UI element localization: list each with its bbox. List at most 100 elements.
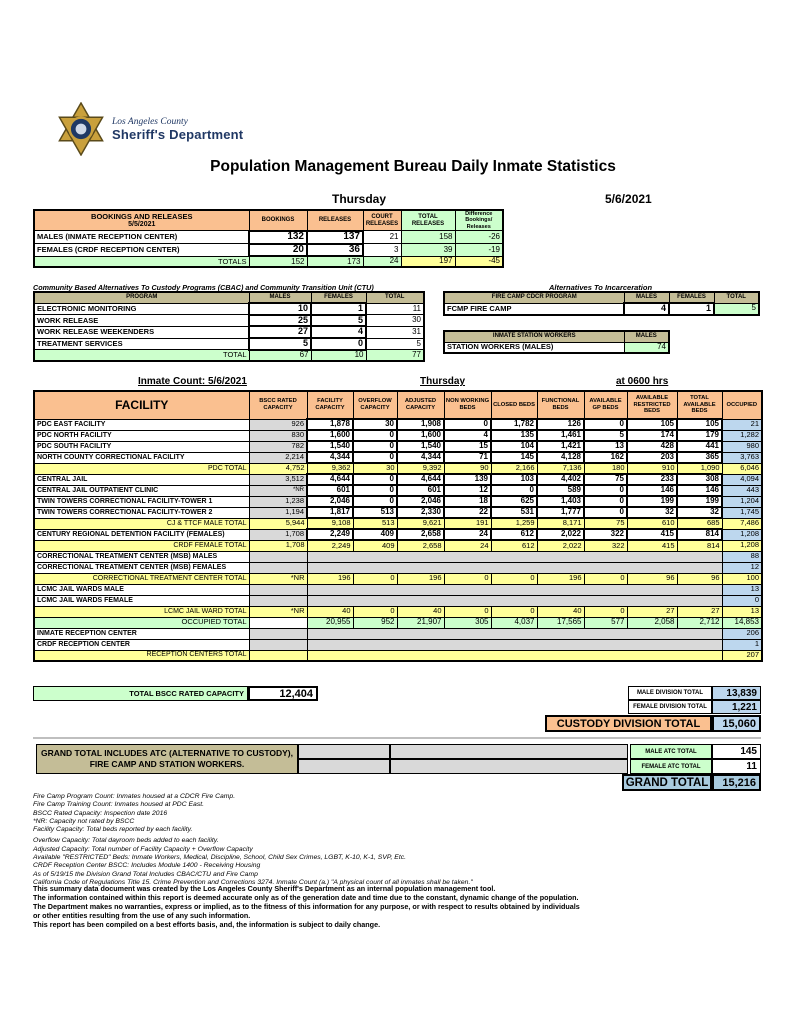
- facility-row: OCCUPIED TOTAL 20,955 952 21,907 305 4,037 17,…: [33, 616, 763, 629]
- fire-header-row: FIRE CAMP CDCR PROGRAM MALES FEMALES TOTAL: [443, 291, 760, 304]
- value-cell: 0: [583, 484, 628, 497]
- facility-row: INMATE RECEPTION CENTER 206: [33, 627, 763, 640]
- value-cell: 17,565: [536, 616, 585, 629]
- facility-label: PDC SOUTH FACILITY: [33, 440, 250, 453]
- facility-label: PDC EAST FACILITY: [33, 418, 250, 431]
- value-cell: 4,037: [490, 616, 538, 629]
- totals-value: 173: [306, 255, 364, 268]
- value-cell: 1,421: [536, 440, 585, 453]
- merged-cell: [306, 649, 723, 662]
- occupied-cell: 1,745: [721, 506, 763, 519]
- value-cell: 21,907: [396, 616, 445, 629]
- totals-label: TOTALS: [33, 255, 250, 268]
- total-bscc-value: 12,404: [248, 686, 318, 701]
- value-cell: 409: [352, 528, 398, 541]
- value-cell: 196: [306, 572, 354, 585]
- facility-row: CORRECTIONAL TREATMENT CENTER (MSB) FEMA…: [33, 561, 763, 574]
- facility-header-row: FACILITY BSCC RATED CAPACITY FACILITY CAPA…: [33, 390, 763, 420]
- value-cell: 32: [676, 506, 723, 519]
- value-cell: 5: [713, 302, 760, 316]
- value-cell: 601: [396, 484, 445, 497]
- bookings-header-date: 5/5/2021: [128, 220, 156, 228]
- value-cell: 531: [490, 506, 538, 519]
- occupied-cell: 100: [721, 572, 763, 585]
- value-cell: 2,022: [536, 528, 585, 541]
- value-cell: 22: [443, 506, 492, 519]
- footnote-line: *NR: Capacity not rated by BSCC: [33, 817, 135, 825]
- totals-value: 77: [365, 349, 425, 362]
- female-atc-value: 11: [712, 759, 761, 774]
- occupied-cell: 1,282: [721, 429, 763, 442]
- totals-value: -45: [454, 255, 504, 268]
- value-cell: 3: [362, 243, 402, 257]
- value-cell: 132: [248, 229, 308, 245]
- logo-dept-text: Sheriff's Department: [112, 126, 244, 142]
- value-cell: 4,344: [396, 451, 445, 464]
- row-label: WORK RELEASE WEEKENDERS: [33, 325, 250, 339]
- value-cell: 103: [490, 473, 538, 486]
- value-cell: 0: [583, 605, 628, 618]
- facility-label: CORRECTIONAL TREATMENT CENTER (MSB) FEMA…: [33, 561, 250, 574]
- total-label: LCMC JAIL WARD TOTAL: [33, 605, 250, 618]
- value-cell: 71: [443, 451, 492, 464]
- value-cell: 365: [676, 451, 723, 464]
- empty-cell: [390, 744, 628, 759]
- value-cell: 0: [310, 337, 367, 351]
- grand-total-value: 15,216: [712, 774, 761, 791]
- value-cell: 1: [310, 302, 367, 316]
- facility-label: NORTH COUNTY CORRECTIONAL FACILITY: [33, 451, 250, 464]
- column-header: TOTAL: [365, 291, 425, 304]
- cbac-table: PROGRAM MALES FEMALES TOTAL ELECTRONIC MONIT…: [33, 291, 425, 362]
- column-header: TOTAL AVAILABLE BEDS: [676, 390, 723, 420]
- footnote-line: Available "RESTRICTED" Beds: Inmate Work…: [33, 854, 406, 862]
- value-cell: 8,171: [536, 517, 585, 530]
- cbac-row: WORK RELEASE 25 5 30: [33, 313, 425, 328]
- report-date: 5/6/2021: [605, 192, 652, 206]
- value-cell: 15: [443, 440, 492, 453]
- occupied-cell: 443: [721, 484, 763, 497]
- value-cell: 2,046: [396, 495, 445, 508]
- value-cell: 814: [676, 539, 723, 552]
- value-cell: 40: [306, 605, 354, 618]
- total-label: RECEPTION CENTERS TOTAL: [33, 649, 250, 662]
- value-cell: 196: [536, 572, 585, 585]
- value-cell: 20: [248, 242, 308, 258]
- value-cell: 322: [583, 528, 628, 541]
- value-cell: 0: [352, 484, 398, 497]
- occupied-cell: 6,046: [721, 462, 763, 475]
- value-cell: 174: [626, 429, 678, 442]
- footnote-line: As of 5/19/15 the Division Grand Total I…: [33, 870, 258, 878]
- merged-cell: [306, 583, 723, 596]
- disclaimer: This summary data document was created b…: [33, 884, 580, 929]
- column-header: BOOKINGS: [248, 209, 308, 232]
- value-cell: 96: [626, 572, 678, 585]
- custody-division-label: CUSTODY DIVISION TOTAL: [545, 715, 712, 732]
- value-cell: 199: [676, 495, 723, 508]
- cbac-row: WORK RELEASE WEEKENDERS 27 4 31: [33, 325, 425, 340]
- value-cell: 1,878: [306, 418, 354, 431]
- facility-row: NORTH COUNTY CORRECTIONAL FACILITY 2,214 4…: [33, 451, 763, 464]
- value-cell: 1,259: [490, 517, 538, 530]
- occupied-cell: 1,208: [721, 539, 763, 552]
- value-cell: 0: [583, 572, 628, 585]
- value-cell: 146: [676, 484, 723, 497]
- value-cell: 2,658: [396, 528, 445, 541]
- value-cell: 105: [676, 418, 723, 431]
- cbac-row: ELECTRONIC MONITORING 10 1 11: [33, 302, 425, 316]
- value-cell: 2,249: [306, 539, 354, 552]
- facility-label: PDC NORTH FACILITY: [33, 429, 250, 442]
- value-cell: 2,046: [306, 495, 354, 508]
- station-workers-table: INMATE STATION WORKERS MALES STATION WORKE…: [443, 330, 670, 354]
- facility-row: CRDF RECEPTION CENTER 1: [33, 638, 763, 651]
- logo-text: Los Angeles County Sheriff's Department: [112, 117, 243, 142]
- value-cell: 10: [248, 302, 312, 316]
- value-cell: 135: [490, 429, 538, 442]
- sheriff-star-icon: [58, 102, 104, 156]
- page-title: Population Management Bureau Daily Inmat…: [210, 158, 616, 175]
- value-cell: 199: [626, 495, 678, 508]
- totals-value: 152: [248, 255, 308, 268]
- value-cell: 0: [583, 418, 628, 431]
- row-label: TREATMENT SERVICES: [33, 337, 250, 351]
- value-cell: 0: [352, 440, 398, 453]
- value-cell: 5: [310, 313, 367, 328]
